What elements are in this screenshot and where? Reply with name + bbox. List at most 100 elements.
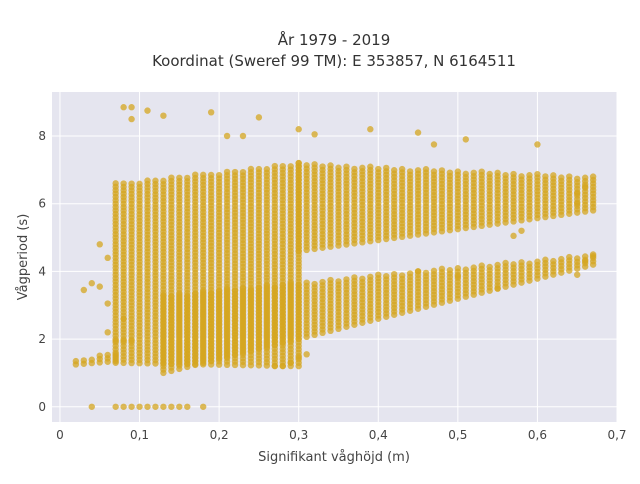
data-point [343, 276, 350, 283]
data-point [104, 300, 111, 307]
x-tick-label: 0,4 [369, 428, 388, 442]
data-point [263, 166, 271, 173]
data-point [215, 287, 223, 295]
data-point [144, 107, 151, 114]
data-point [168, 293, 175, 300]
data-point [398, 165, 406, 173]
data-point [287, 163, 294, 170]
data-point [120, 104, 127, 111]
x-tick-label: 0,5 [448, 428, 467, 442]
y-tick-label: 0 [38, 400, 46, 414]
data-point [223, 168, 231, 176]
data-point [160, 403, 167, 410]
data-point [422, 166, 430, 173]
data-point [271, 362, 279, 370]
data-point [271, 162, 279, 170]
data-point [72, 357, 80, 365]
data-point [311, 161, 318, 168]
data-point [430, 168, 438, 175]
data-point [207, 290, 215, 297]
data-point [96, 241, 103, 248]
data-point [311, 131, 318, 138]
data-point [558, 255, 565, 263]
data-point [287, 359, 294, 366]
data-point [534, 141, 541, 148]
x-tick-label: 0 [56, 428, 64, 442]
data-point [271, 284, 279, 291]
data-point [558, 174, 565, 181]
data-point [279, 362, 286, 370]
data-point [319, 163, 326, 170]
data-point [120, 337, 127, 344]
data-point [398, 272, 406, 279]
data-point [88, 280, 95, 287]
y-tick-label: 6 [38, 197, 46, 211]
data-point [239, 169, 247, 176]
data-point [454, 265, 462, 272]
data-point [160, 291, 167, 299]
data-point [136, 180, 143, 188]
data-point [343, 163, 350, 170]
data-point [430, 267, 438, 275]
data-point [414, 129, 422, 136]
data-point [542, 173, 549, 180]
data-point [128, 403, 135, 410]
data-point [390, 167, 398, 174]
data-point [574, 190, 581, 197]
data-point [80, 286, 88, 294]
data-point [542, 256, 549, 263]
data-point [470, 169, 477, 176]
data-point [207, 171, 215, 179]
data-point [223, 285, 231, 293]
data-point [510, 261, 517, 268]
data-point [160, 177, 167, 185]
y-axis-title: Vågperiod (s) [16, 214, 31, 301]
data-point [581, 258, 589, 265]
data-point [438, 265, 446, 273]
data-point [184, 292, 191, 300]
data-point [566, 253, 573, 261]
data-point [200, 288, 207, 296]
data-point [574, 175, 581, 183]
data-point [319, 278, 326, 286]
data-point [335, 164, 342, 171]
data-point [574, 271, 581, 278]
x-tick-label: 0,1 [130, 428, 149, 442]
tick-labels: 0 0,1 0,2 0,3 0,4 0,5 0,6 0,7 0 2 4 6 8 [38, 129, 626, 442]
x-axis-title: Signifikant våghöjd (m) [258, 450, 410, 465]
data-point [192, 290, 199, 298]
data-point [295, 126, 302, 133]
data-point [534, 258, 541, 265]
data-point [279, 162, 286, 170]
data-point [303, 279, 310, 286]
data-point [375, 165, 382, 173]
data-point [152, 177, 159, 184]
data-point [279, 282, 286, 289]
data-point [462, 136, 469, 143]
data-point [112, 337, 119, 344]
data-point [128, 115, 135, 123]
data-point [406, 168, 414, 175]
data-point [184, 174, 191, 182]
data-point [574, 200, 581, 207]
data-point [486, 263, 493, 271]
data-point [128, 104, 135, 111]
data-point [255, 165, 263, 173]
data-point [438, 167, 446, 174]
data-point [518, 259, 525, 266]
data-point [359, 275, 366, 282]
data-point [581, 183, 589, 190]
data-point [550, 172, 557, 179]
x-tick-label: 0,2 [210, 428, 229, 442]
data-point [168, 174, 175, 181]
data-point [367, 273, 374, 280]
data-point [136, 403, 143, 410]
data-point [231, 287, 239, 294]
data-point [287, 280, 294, 287]
data-point [478, 262, 485, 269]
data-point [581, 253, 589, 260]
data-point [454, 273, 462, 280]
data-point [375, 271, 382, 278]
data-point [478, 168, 485, 175]
data-point [327, 276, 334, 284]
